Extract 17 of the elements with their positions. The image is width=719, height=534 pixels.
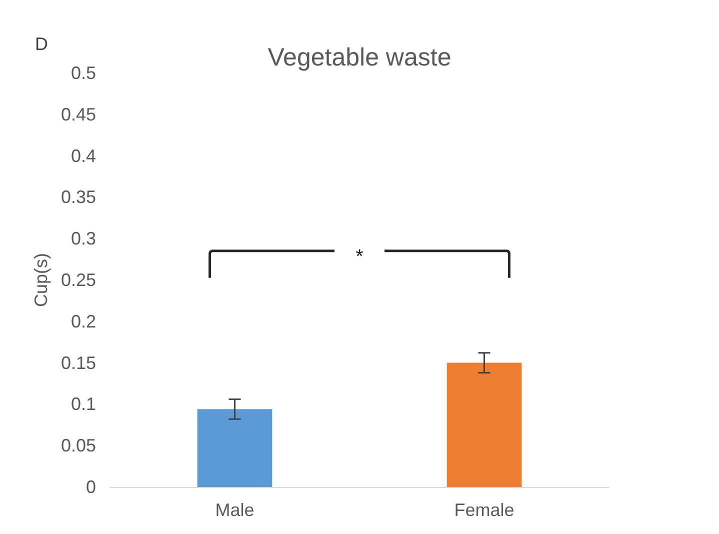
chart-title: Vegetable waste xyxy=(268,44,452,72)
y-tick-label: 0.05 xyxy=(60,436,96,456)
y-tick-label: 0.35 xyxy=(60,187,96,208)
y-tick-label: 0.25 xyxy=(60,270,96,290)
annotation: * xyxy=(356,246,364,268)
x-tick-label: Male xyxy=(215,500,254,520)
y-tick-label: 0.45 xyxy=(60,104,96,124)
y-tick-label: 0.3 xyxy=(70,228,96,249)
y-tick-label: 0.2 xyxy=(70,311,96,332)
y-tick-label: 0.4 xyxy=(70,146,96,166)
x-tick-label: Female xyxy=(454,500,514,520)
y-tick-label: 0 xyxy=(86,477,96,497)
y-tick-label: 0.1 xyxy=(70,394,96,414)
y-axis-title: Cup(s) xyxy=(31,252,51,308)
text: D xyxy=(35,34,48,54)
y-tick-label: 0.15 xyxy=(60,352,96,373)
y-tick-label: 0.5 xyxy=(70,63,96,83)
